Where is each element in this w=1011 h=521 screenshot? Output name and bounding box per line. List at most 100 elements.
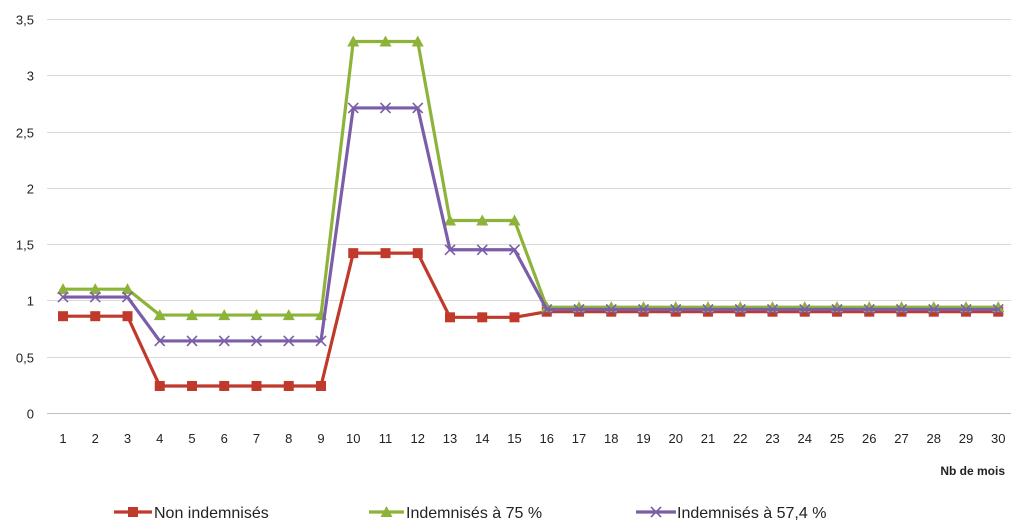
gridlines xyxy=(47,19,1011,358)
x-marker-stroke xyxy=(315,335,327,347)
x-tick-label: 28 xyxy=(927,431,941,446)
legend-label: Indemnisés à 57,4 % xyxy=(677,505,826,521)
x-marker-stroke xyxy=(960,303,972,315)
axes: 00,511,522,533,51 2 3 4 5 6 7 8 9 10 11 12 13 14 15 16 1… xyxy=(16,13,1011,446)
x-marker-stroke xyxy=(412,102,424,114)
data-point xyxy=(476,244,488,256)
x-marker-stroke xyxy=(89,291,101,303)
x-tick-label: 14 xyxy=(475,431,489,446)
y-tick-label: 1,5 xyxy=(16,238,34,253)
data-point xyxy=(315,335,327,347)
x-tick-label: 19 xyxy=(636,431,650,446)
x-tick-label: 11 xyxy=(379,431,393,446)
data-point xyxy=(58,311,68,322)
y-tick-label: 3,5 xyxy=(16,13,34,28)
data-point xyxy=(573,303,585,315)
data-point xyxy=(412,102,424,114)
data-point xyxy=(283,380,294,391)
data-point xyxy=(218,335,230,347)
x-marker-stroke xyxy=(799,303,811,315)
x-marker-stroke xyxy=(379,102,392,114)
legend-label: Non indemnisés xyxy=(154,505,269,521)
x-marker-stroke xyxy=(508,244,521,256)
data-point xyxy=(637,303,650,315)
x-tick-label: 26 xyxy=(862,431,876,446)
legend-marker xyxy=(380,506,393,517)
y-tick-label: 2 xyxy=(27,182,34,197)
data-point xyxy=(250,309,263,321)
x-tick-label: 9 xyxy=(317,431,324,446)
x-tick-label: 1 xyxy=(59,431,66,446)
x-tick-label: 30 xyxy=(991,431,1005,446)
x-marker-stroke xyxy=(895,303,908,315)
x-tick-label: 15 xyxy=(507,431,521,446)
data-point xyxy=(476,214,489,226)
x-tick-label: 7 xyxy=(253,431,260,446)
data-point xyxy=(347,35,360,47)
x-tick-label: 16 xyxy=(540,431,554,446)
data-point xyxy=(444,214,456,226)
data-point xyxy=(282,309,295,321)
x-marker-stroke xyxy=(650,506,662,518)
x-marker-stroke xyxy=(734,303,746,315)
x-marker-stroke xyxy=(154,335,166,347)
series-line xyxy=(63,39,999,317)
y-tick-label: 2,5 xyxy=(16,126,34,141)
data-point xyxy=(831,303,843,315)
data-point xyxy=(121,291,134,303)
data-point xyxy=(187,380,197,391)
x-tick-label: 29 xyxy=(959,431,973,446)
data-point xyxy=(90,311,101,322)
y-tick-label: 1 xyxy=(27,294,34,309)
data-point xyxy=(121,283,134,295)
data-point xyxy=(734,303,746,315)
data-point xyxy=(251,380,262,391)
x-tick-label: 20 xyxy=(669,431,683,446)
series-indemnises-57 xyxy=(57,102,1004,347)
x-tick-label: 22 xyxy=(733,431,747,446)
x-marker-stroke xyxy=(541,303,553,315)
data-point xyxy=(766,303,779,315)
legend-marker xyxy=(650,506,662,518)
x-axis-label: Nb de mois xyxy=(940,464,1005,478)
data-point xyxy=(348,248,359,259)
x-marker-stroke xyxy=(186,335,198,347)
legend-marker xyxy=(128,507,138,517)
data-point xyxy=(283,335,295,347)
x-marker-stroke xyxy=(250,335,263,347)
data-point xyxy=(186,335,198,347)
x-marker-stroke xyxy=(121,291,134,303)
data-point xyxy=(863,303,875,315)
x-marker-stroke xyxy=(218,335,230,347)
x-tick-label: 23 xyxy=(765,431,779,446)
x-marker-stroke xyxy=(670,303,682,315)
data-point xyxy=(895,303,908,315)
legend-label: Indemnisés à 75 % xyxy=(406,505,542,521)
data-point xyxy=(154,335,166,347)
x-tick-label: 24 xyxy=(798,431,812,446)
data-point xyxy=(316,380,326,391)
x-marker-stroke xyxy=(766,303,779,315)
legend-item: Non indemnisés xyxy=(114,505,269,521)
x-tick-label: 18 xyxy=(604,431,618,446)
data-point xyxy=(702,303,714,315)
data-point xyxy=(444,244,456,256)
x-tick-label: 25 xyxy=(830,431,844,446)
legend-item: Indemnisés à 57,4 % xyxy=(636,505,826,521)
data-point xyxy=(508,244,521,256)
series-line xyxy=(63,106,999,343)
x-marker-stroke xyxy=(57,291,69,303)
data-point xyxy=(57,291,69,303)
x-marker-stroke xyxy=(573,303,585,315)
data-point xyxy=(509,312,520,323)
data-point xyxy=(799,303,811,315)
data-point xyxy=(477,312,488,323)
x-tick-label: 12 xyxy=(411,431,425,446)
x-marker-stroke xyxy=(702,303,714,315)
x-tick-label: 3 xyxy=(124,431,131,446)
series-line xyxy=(63,251,999,388)
x-tick-label: 27 xyxy=(894,431,908,446)
data-point xyxy=(186,309,198,321)
